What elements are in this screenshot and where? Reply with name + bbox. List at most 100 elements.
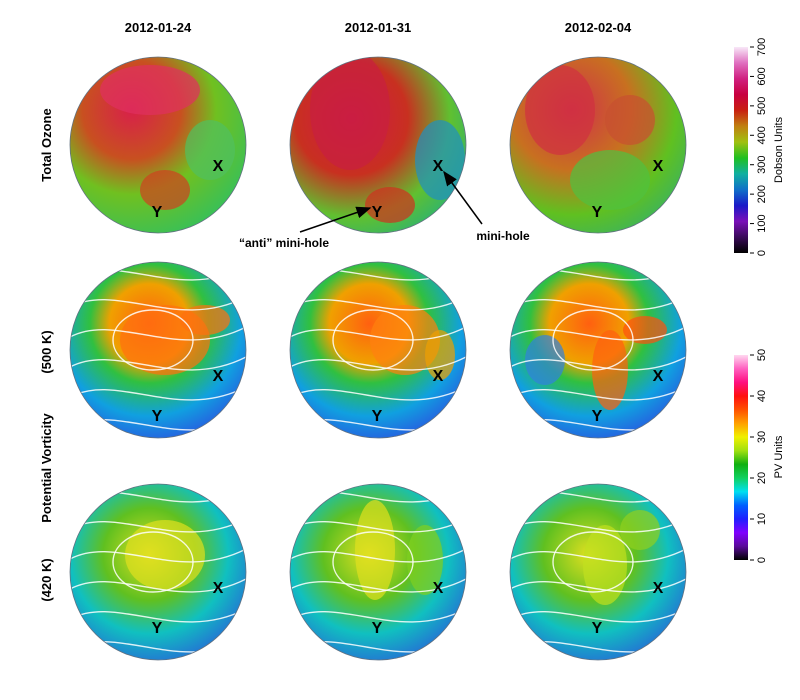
colorbar-tick-label: 100 <box>756 214 768 232</box>
field-region <box>583 525 627 605</box>
marker-x: X <box>213 580 224 597</box>
map-panel-row1-col2: XY <box>289 56 467 234</box>
streamline <box>552 309 634 371</box>
colorbar-tick-label: 20 <box>756 472 768 484</box>
map-outline <box>69 261 247 439</box>
map-outline <box>509 261 687 439</box>
colorbar-tick-label: 30 <box>756 431 768 443</box>
marker-x: X <box>653 368 664 385</box>
map-panel-row1-col3: XY <box>509 56 687 234</box>
map-panel-row3-col2: XY <box>289 483 467 661</box>
streamline <box>332 309 414 371</box>
map-outline <box>289 483 467 661</box>
streamline <box>510 356 686 371</box>
colorbar-tick-label: 700 <box>756 38 768 56</box>
colorbar-tick-label: 300 <box>756 156 768 174</box>
marker-y: Y <box>372 408 383 425</box>
column-title-2: 2012-01-31 <box>345 20 412 35</box>
row-label-500k: (500 K) <box>39 330 54 373</box>
streamline <box>290 326 466 341</box>
field-region <box>592 330 628 410</box>
marker-y: Y <box>592 204 603 221</box>
field-region <box>620 510 660 550</box>
map-outline <box>509 56 687 234</box>
marker-x: X <box>433 158 444 175</box>
row-label-420k: (420 K) <box>39 558 54 601</box>
map-panel-row2-col2: XY <box>289 261 467 439</box>
marker-y: Y <box>152 204 163 221</box>
pv-colorbar-gradient <box>734 355 748 560</box>
ozone-colorbar-gradient <box>734 47 748 253</box>
streamline <box>510 326 686 341</box>
marker-y: Y <box>152 408 163 425</box>
streamline <box>70 386 246 401</box>
anti-mini-hole-arrow <box>299 206 372 233</box>
marker-x: X <box>653 158 664 175</box>
streamline <box>290 356 466 371</box>
streamline <box>510 548 686 563</box>
streamline <box>70 326 246 341</box>
colorbar-tick-label: 50 <box>756 349 768 361</box>
streamline <box>290 608 466 623</box>
streamline <box>510 518 686 533</box>
field-region <box>525 65 595 155</box>
ozone-colorbar-label: Dobson Units <box>773 116 785 183</box>
streamline <box>510 608 686 623</box>
colorbar-tick-label: 10 <box>756 513 768 525</box>
streamline <box>70 608 246 623</box>
streamline <box>290 296 466 311</box>
field-region <box>605 95 655 145</box>
marker-x: X <box>213 158 224 175</box>
streamline <box>332 531 414 593</box>
map-panel-row2-col1: XY <box>69 261 247 439</box>
map-outline <box>289 56 467 234</box>
marker-x: X <box>653 580 664 597</box>
streamline <box>552 531 634 593</box>
colorbar-tick-label: 500 <box>756 97 768 115</box>
streamline <box>290 518 466 533</box>
marker-y: Y <box>152 620 163 637</box>
mini-hole-label: mini-hole <box>476 229 530 243</box>
streamline <box>112 531 194 593</box>
field-region <box>100 65 200 115</box>
streamline <box>70 356 246 371</box>
colorbar-tick-label: 200 <box>756 185 768 203</box>
marker-y: Y <box>592 408 603 425</box>
streamline <box>510 578 686 593</box>
colorbar-tick-label: 0 <box>756 557 768 563</box>
ozone-colorbar: 0 100 200 300 400 500 600 700 Dobson Units <box>734 38 785 256</box>
mini-hole-arrow <box>443 170 483 225</box>
map-panel-row3-col3: XY <box>509 483 687 661</box>
map-panel-row1-col1: XY <box>69 56 247 234</box>
field-region <box>310 57 390 170</box>
colorbar-tick-label: 400 <box>756 126 768 144</box>
map-outline <box>509 483 687 661</box>
column-title-3: 2012-02-04 <box>565 20 632 35</box>
streamline <box>290 548 466 563</box>
map-outline <box>289 261 467 439</box>
colorbar-tick-label: 40 <box>756 390 768 402</box>
marker-x: X <box>433 368 444 385</box>
marker-x: X <box>213 368 224 385</box>
map-outline <box>69 483 247 661</box>
row-label-total-ozone: Total Ozone <box>39 108 54 181</box>
streamline <box>70 548 246 563</box>
field-region <box>570 150 650 210</box>
colorbar-tick-label: 600 <box>756 67 768 85</box>
field-region <box>355 500 395 600</box>
streamline <box>510 296 686 311</box>
field-region <box>180 305 230 335</box>
field-region <box>185 120 235 180</box>
marker-y: Y <box>372 204 383 221</box>
field-region <box>365 187 415 223</box>
column-title-1: 2012-01-24 <box>125 20 192 35</box>
streamline <box>290 386 466 401</box>
field-region <box>407 525 443 595</box>
field-region <box>125 520 205 590</box>
streamline <box>112 309 194 371</box>
marker-y: Y <box>372 620 383 637</box>
marker-x: X <box>433 580 444 597</box>
colorbar-tick-label: 0 <box>756 250 768 256</box>
map-outline <box>69 56 247 234</box>
